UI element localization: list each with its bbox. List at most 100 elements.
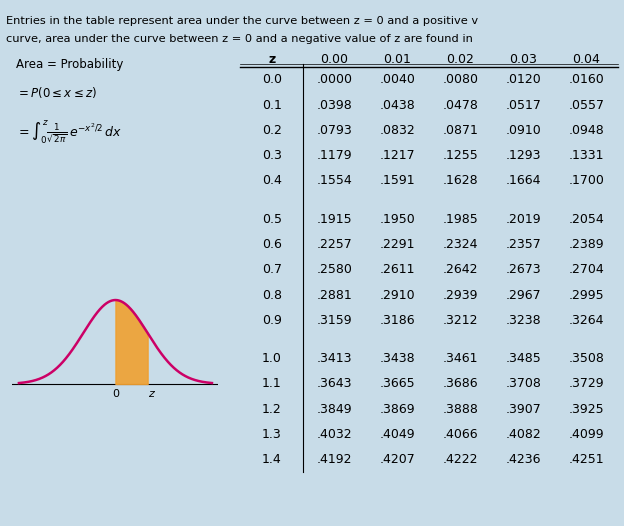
Text: .3729: .3729	[568, 378, 604, 390]
Text: .0910: .0910	[505, 124, 541, 137]
Text: .2257: .2257	[317, 238, 353, 251]
Text: .0948: .0948	[568, 124, 604, 137]
Text: 1.0: 1.0	[261, 352, 281, 365]
Text: .4049: .4049	[380, 428, 416, 441]
Text: .2324: .2324	[442, 238, 478, 251]
Text: 0.03: 0.03	[509, 53, 537, 66]
Text: .0120: .0120	[505, 74, 541, 86]
Text: .3186: .3186	[380, 314, 416, 327]
Text: curve, area under the curve between z = 0 and a negative value of z are found in: curve, area under the curve between z = …	[6, 34, 473, 44]
Text: .3461: .3461	[442, 352, 478, 365]
Text: 0.1: 0.1	[261, 99, 281, 112]
Text: .4099: .4099	[568, 428, 604, 441]
Text: .4222: .4222	[442, 453, 478, 466]
Text: .1293: .1293	[505, 149, 541, 162]
Text: .0832: .0832	[379, 124, 416, 137]
Text: .2580: .2580	[317, 264, 353, 276]
Text: .0438: .0438	[379, 99, 416, 112]
Text: .0040: .0040	[379, 74, 416, 86]
Text: .0871: .0871	[442, 124, 479, 137]
Text: .2967: .2967	[505, 289, 541, 301]
Text: .4207: .4207	[379, 453, 416, 466]
Text: .3264: .3264	[568, 314, 604, 327]
Text: .4236: .4236	[505, 453, 541, 466]
Text: .2910: .2910	[380, 289, 416, 301]
Text: .3869: .3869	[380, 403, 416, 416]
Text: 0.2: 0.2	[261, 124, 281, 137]
Text: 0.9: 0.9	[261, 314, 281, 327]
Text: .2389: .2389	[568, 238, 604, 251]
Text: .2673: .2673	[505, 264, 541, 276]
Text: z: z	[148, 389, 154, 399]
Text: .2357: .2357	[505, 238, 541, 251]
Text: .3907: .3907	[505, 403, 541, 416]
Text: .1915: .1915	[317, 213, 353, 226]
Text: Entries in the table represent area under the curve between z = 0 and a positive: Entries in the table represent area unde…	[6, 16, 479, 26]
Text: .0080: .0080	[442, 74, 479, 86]
Text: .3212: .3212	[442, 314, 478, 327]
Text: .4192: .4192	[317, 453, 353, 466]
Text: .0160: .0160	[568, 74, 604, 86]
Text: .2054: .2054	[568, 213, 604, 226]
Text: .3925: .3925	[568, 403, 604, 416]
Text: .2291: .2291	[380, 238, 416, 251]
Text: .3413: .3413	[317, 352, 353, 365]
Text: 0.4: 0.4	[261, 175, 281, 187]
Text: .2939: .2939	[442, 289, 478, 301]
Text: .0478: .0478	[442, 99, 479, 112]
Text: Area = Probability: Area = Probability	[16, 58, 123, 71]
Text: .1331: .1331	[568, 149, 604, 162]
Text: 0.04: 0.04	[572, 53, 600, 66]
Text: .1664: .1664	[505, 175, 541, 187]
Text: .2611: .2611	[380, 264, 416, 276]
Text: .4032: .4032	[317, 428, 353, 441]
Text: .3708: .3708	[505, 378, 541, 390]
Text: .3849: .3849	[317, 403, 353, 416]
Text: .4251: .4251	[568, 453, 604, 466]
Text: 0.6: 0.6	[261, 238, 281, 251]
Text: .3643: .3643	[317, 378, 353, 390]
Text: 0.7: 0.7	[261, 264, 281, 276]
Text: .3159: .3159	[317, 314, 353, 327]
Text: .3508: .3508	[568, 352, 604, 365]
Text: .1591: .1591	[380, 175, 416, 187]
Text: $= \int_0^z \frac{1}{\sqrt{2\pi}}\,e^{-x^2/2}\,dx$: $= \int_0^z \frac{1}{\sqrt{2\pi}}\,e^{-x…	[16, 118, 122, 145]
Text: .2881: .2881	[317, 289, 353, 301]
Text: .1255: .1255	[442, 149, 479, 162]
Text: .2642: .2642	[442, 264, 478, 276]
Text: 1.4: 1.4	[262, 453, 281, 466]
Text: 0.8: 0.8	[261, 289, 281, 301]
Text: .4066: .4066	[442, 428, 478, 441]
Text: z: z	[268, 53, 275, 66]
Text: .2995: .2995	[568, 289, 604, 301]
Text: .1554: .1554	[317, 175, 353, 187]
Text: .1179: .1179	[317, 149, 353, 162]
Text: 1.3: 1.3	[262, 428, 281, 441]
Text: .2019: .2019	[505, 213, 541, 226]
Text: .3888: .3888	[442, 403, 479, 416]
Text: .1628: .1628	[442, 175, 478, 187]
Text: .3665: .3665	[380, 378, 416, 390]
Text: .3238: .3238	[505, 314, 541, 327]
Text: .3438: .3438	[380, 352, 416, 365]
Text: .2704: .2704	[568, 264, 604, 276]
Text: .0517: .0517	[505, 99, 541, 112]
Text: .1950: .1950	[379, 213, 416, 226]
Text: .3485: .3485	[505, 352, 541, 365]
Text: 0: 0	[112, 389, 119, 399]
Text: 1.1: 1.1	[262, 378, 281, 390]
Text: 1.2: 1.2	[262, 403, 281, 416]
Text: 0.00: 0.00	[321, 53, 349, 66]
Text: 0.5: 0.5	[261, 213, 281, 226]
Text: .1700: .1700	[568, 175, 604, 187]
Text: 0.0: 0.0	[261, 74, 281, 86]
Text: .1217: .1217	[380, 149, 416, 162]
Text: .0000: .0000	[316, 74, 353, 86]
Text: 0.3: 0.3	[261, 149, 281, 162]
Text: .4082: .4082	[505, 428, 541, 441]
Text: .0398: .0398	[317, 99, 353, 112]
Text: .0793: .0793	[317, 124, 353, 137]
Text: 0.01: 0.01	[384, 53, 411, 66]
Text: .3686: .3686	[442, 378, 478, 390]
Text: .1985: .1985	[442, 213, 479, 226]
